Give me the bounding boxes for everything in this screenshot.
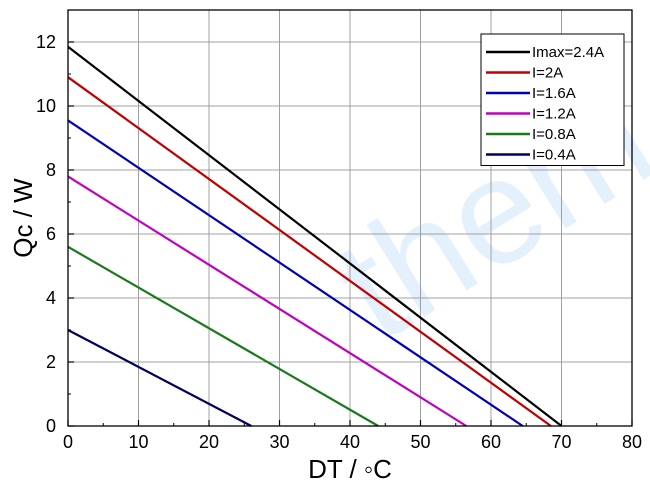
legend-label: I=1.6A — [532, 85, 576, 102]
y-tick-label: 4 — [46, 288, 56, 308]
x-tick-label: 40 — [340, 432, 360, 452]
legend: Imax=2.4A I=2A I=1.6A I=1.2A I=0.8A I=0.4A — [480, 33, 625, 166]
x-tick-label: 60 — [481, 432, 501, 452]
series-line — [67, 329, 252, 427]
grid — [68, 10, 632, 426]
series-line — [67, 119, 524, 427]
series-line — [67, 45, 563, 427]
series-line — [67, 175, 467, 427]
legend-label: I=2A — [532, 65, 563, 82]
series-lines — [67, 45, 563, 427]
y-tick-label: 2 — [46, 352, 56, 372]
x-axis-title: DT / ◦C — [308, 454, 392, 484]
x-tick-label: 20 — [199, 432, 219, 452]
y-tick-label: 12 — [36, 32, 56, 52]
y-tick-label: 0 — [46, 416, 56, 436]
legend-label: I=0.8A — [532, 126, 576, 143]
x-tick-label: 30 — [269, 432, 289, 452]
legend-label: Imax=2.4A — [532, 44, 604, 61]
ticks: 0 10 20 30 40 50 60 70 80 0 2 4 6 8 10 12 — [36, 32, 642, 452]
legend-label: I=0.4A — [532, 147, 576, 164]
x-tick-label: 50 — [410, 432, 430, 452]
x-tick-label: 80 — [622, 432, 642, 452]
y-tick-label: 6 — [46, 224, 56, 244]
x-tick-label: 70 — [551, 432, 571, 452]
series-line — [67, 245, 379, 427]
y-tick-label: 8 — [46, 160, 56, 180]
legend-box — [480, 33, 625, 166]
y-tick-label: 10 — [36, 96, 56, 116]
y-axis-title: Qc / W — [8, 178, 38, 258]
series-line — [67, 76, 552, 427]
legend-label: I=1.2A — [532, 106, 576, 123]
x-tick-label: 0 — [63, 432, 73, 452]
x-tick-label: 10 — [128, 432, 148, 452]
